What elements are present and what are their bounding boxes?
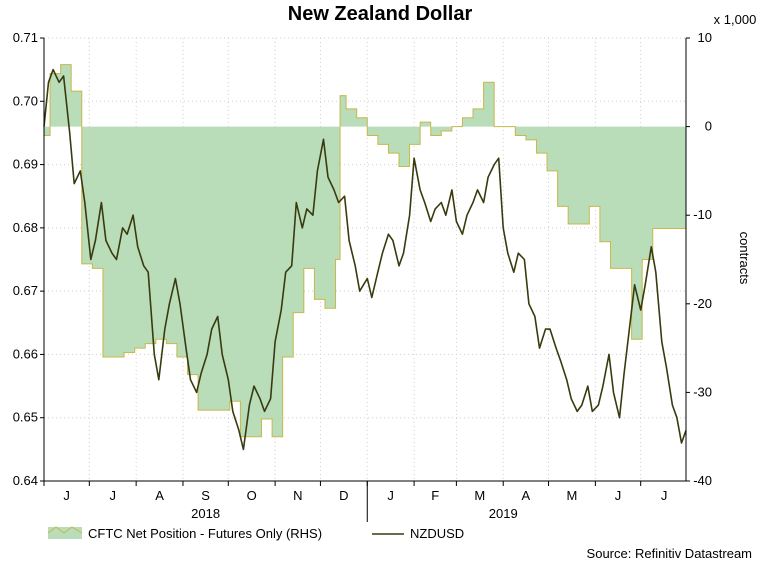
- left-tick-label-4: 0.68: [13, 220, 38, 235]
- left-tick-label-3: 0.67: [13, 283, 38, 298]
- left-tick-label-0: 0.64: [13, 473, 38, 488]
- right-axis-ticks: -40 -30 -20 -10 0 10: [686, 30, 712, 488]
- left-tick-label-2: 0.66: [13, 346, 38, 361]
- nzdusd-line-layer: [43, 68, 687, 451]
- month-label-0: J: [63, 488, 70, 503]
- right-tick-label-4: 0: [705, 119, 712, 134]
- left-tick-label-1: 0.65: [13, 410, 38, 425]
- axes: [43, 38, 687, 482]
- legend-item-nzdusd: NZDUSD: [372, 526, 464, 541]
- month-label-6: D: [339, 488, 348, 503]
- left-tick-label-5: 0.69: [13, 157, 38, 172]
- nzdusd-line: [43, 68, 687, 451]
- right-tick-label-3: -10: [693, 207, 712, 222]
- month-label-1: J: [109, 488, 116, 503]
- month-label-3: S: [201, 488, 210, 503]
- right-tick-label-5: 10: [698, 30, 712, 45]
- month-label-4: O: [247, 488, 257, 503]
- right-tick-label-0: -40: [693, 473, 712, 488]
- right-tick-label-1: -30: [693, 384, 712, 399]
- cftc-area-layer: [44, 64, 687, 438]
- month-label-13: J: [661, 488, 668, 503]
- cftc-area-fill: [44, 64, 686, 437]
- year-label-2018: 2018: [191, 506, 220, 521]
- left-tick-label-6: 0.70: [13, 93, 38, 108]
- month-label-2: A: [155, 488, 164, 503]
- month-label-5: N: [293, 488, 302, 503]
- legend-item-cftc: CFTC Net Position - Futures Only (RHS): [47, 526, 322, 541]
- legend-swatch-cftc: [48, 527, 82, 539]
- month-label-12: J: [615, 488, 622, 503]
- legend-label-nzdusd: NZDUSD: [410, 526, 464, 541]
- legend-swatch-cftc-edge: [47, 526, 83, 534]
- left-axis-ticks: 0.64 0.65 0.66 0.67 0.68 0.69 0.70 0.71: [13, 30, 44, 488]
- legend: CFTC Net Position - Futures Only (RHS) N…: [47, 526, 464, 541]
- month-label-9: M: [474, 488, 485, 503]
- year-label-2019: 2019: [489, 506, 518, 521]
- chart-title: New Zealand Dollar: [288, 3, 473, 25]
- right-axis-unit: x 1,000: [714, 12, 757, 27]
- right-axis-label: contracts: [737, 232, 752, 285]
- right-tick-label-2: -20: [693, 296, 712, 311]
- month-label-7: J: [387, 488, 394, 503]
- legend-label-cftc: CFTC Net Position - Futures Only (RHS): [88, 526, 322, 541]
- month-label-11: M: [567, 488, 578, 503]
- month-label-8: F: [431, 488, 439, 503]
- year-axis-labels: 2018 2019: [191, 481, 518, 522]
- source-note: Source: Refinitiv Datastream: [587, 546, 752, 561]
- month-label-10: A: [522, 488, 531, 503]
- left-tick-label-7: 0.71: [13, 30, 38, 45]
- cftc-area-edge: [44, 64, 687, 438]
